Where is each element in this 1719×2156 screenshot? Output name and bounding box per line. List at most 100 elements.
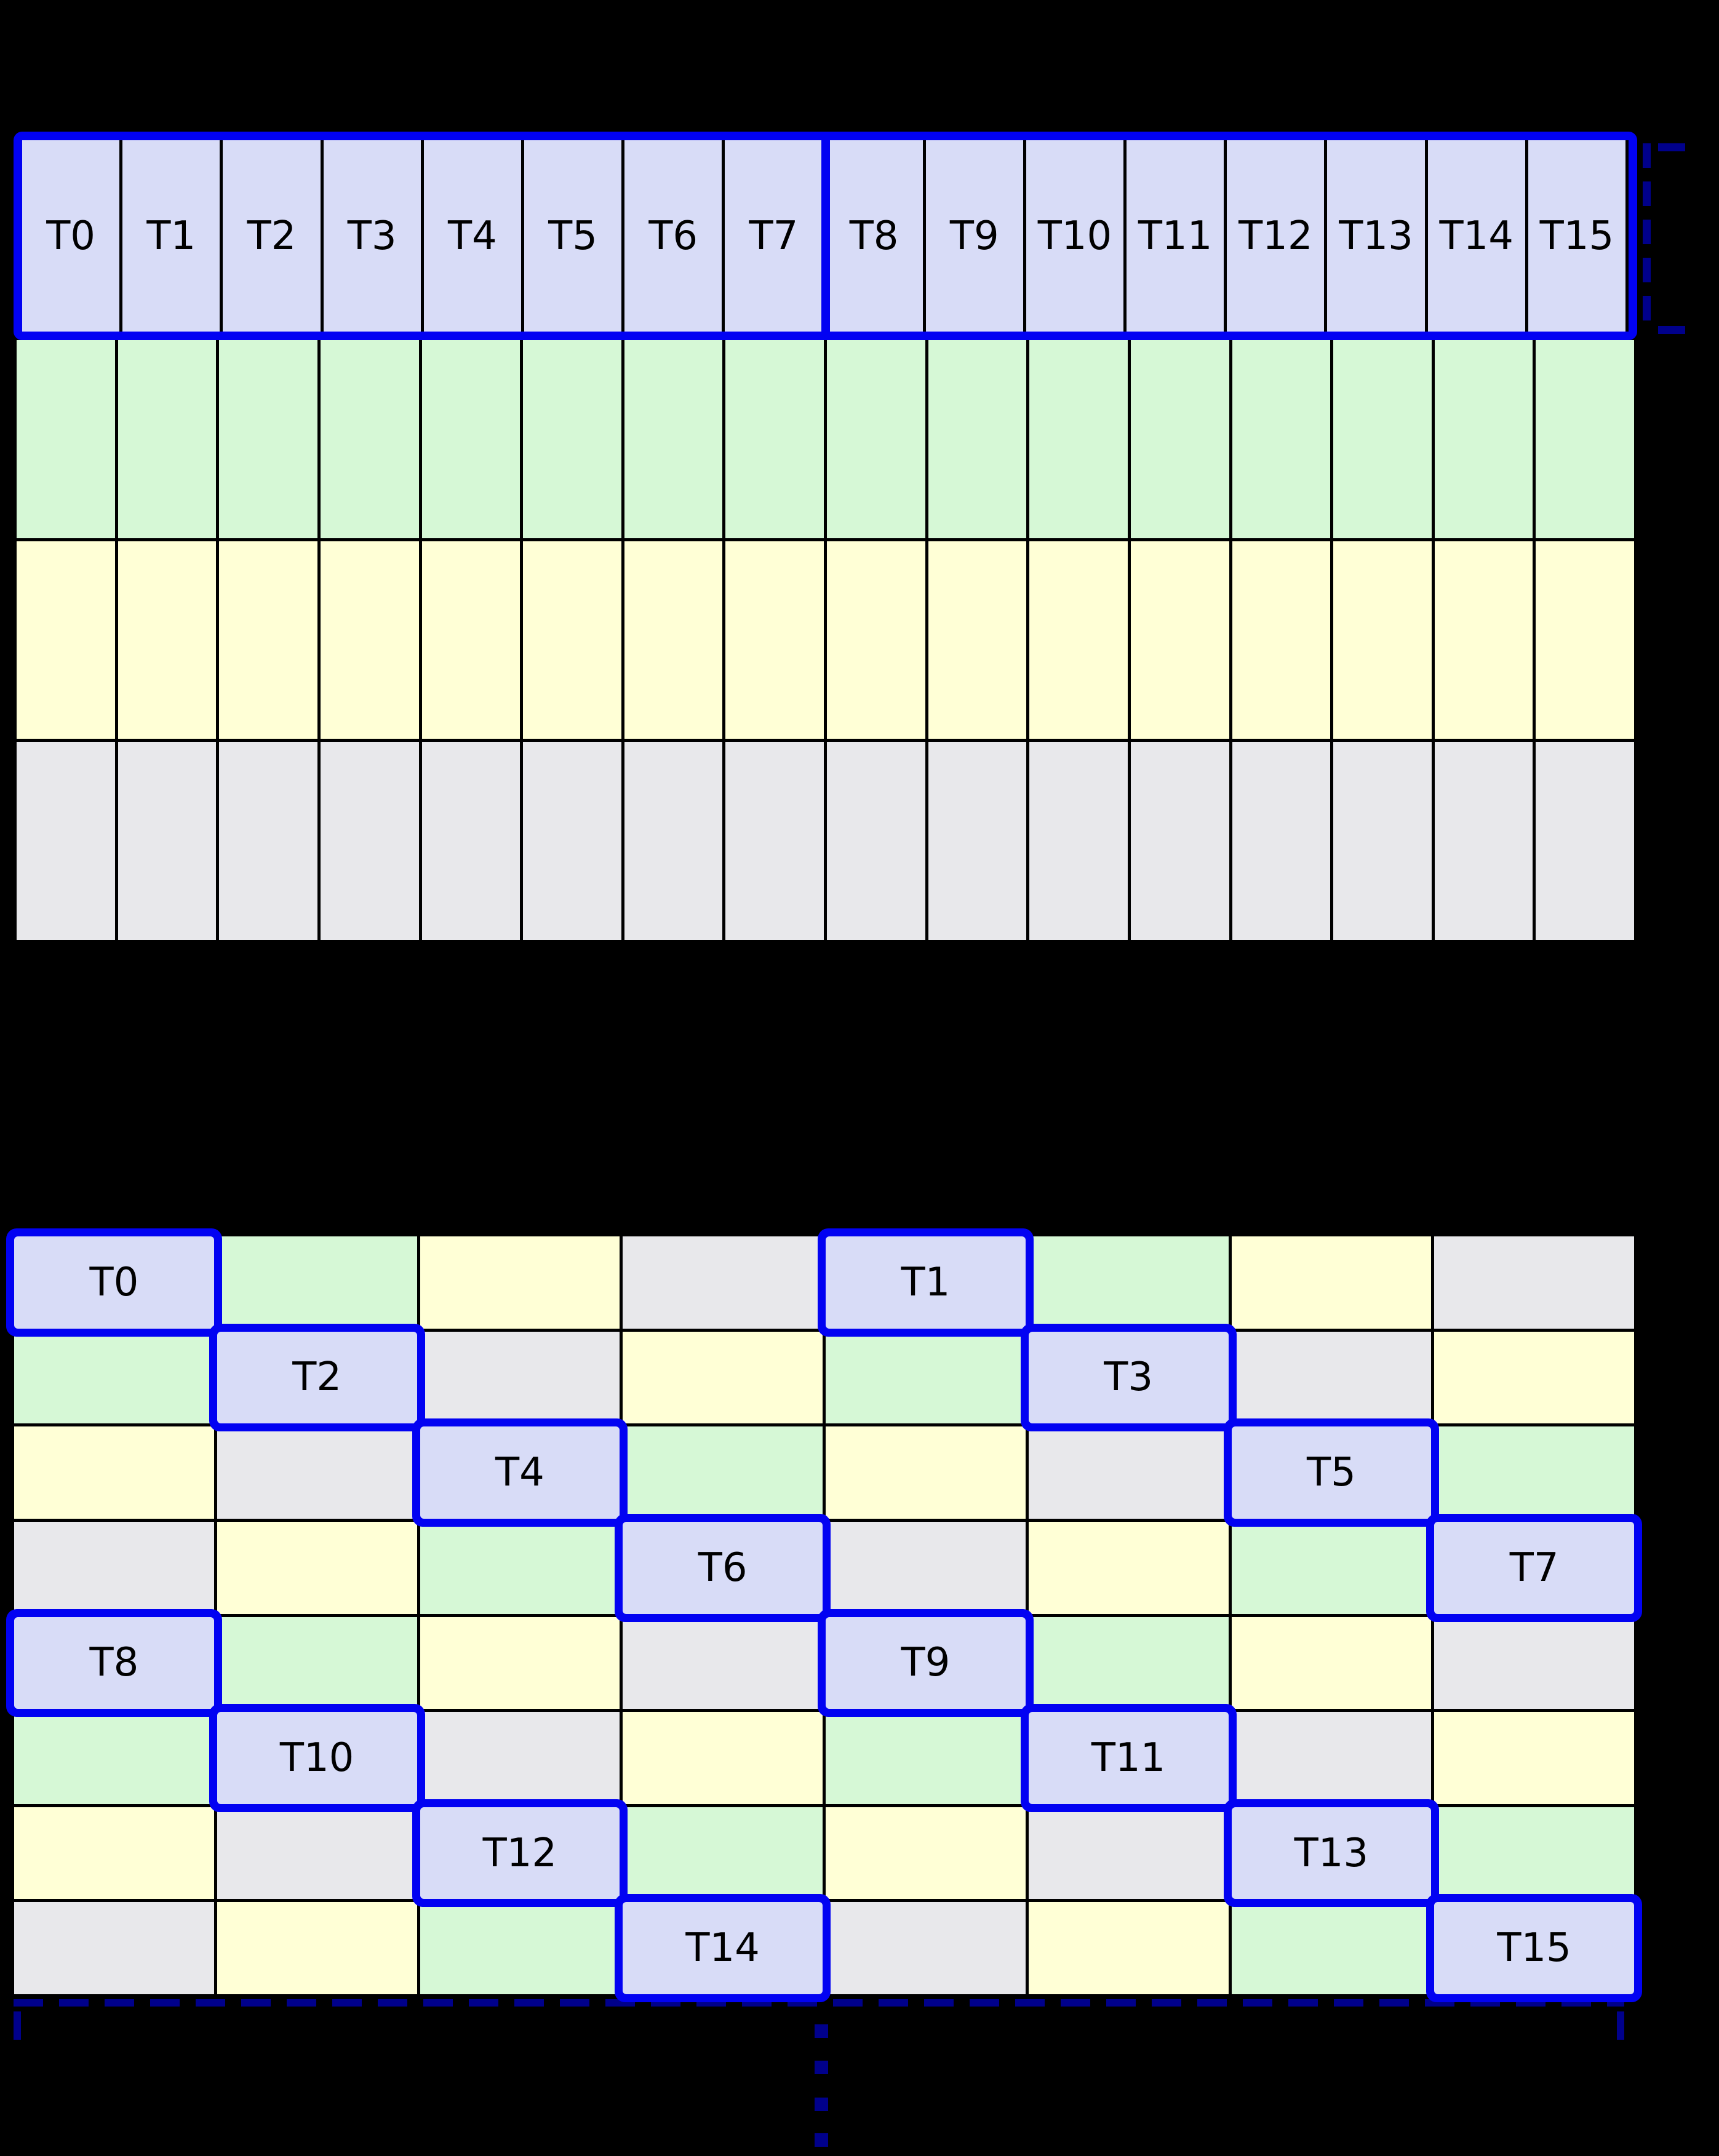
- memory-cell-green: [1130, 340, 1229, 538]
- memory-cell-yellow: [1232, 541, 1331, 739]
- memory-cell: [1231, 1617, 1432, 1709]
- memory-cell: [826, 1521, 1026, 1614]
- memory-cell: [420, 1617, 620, 1709]
- memory-cell-gray: [725, 742, 824, 940]
- memory-cell-green: [624, 340, 723, 538]
- memory-cell: [1028, 1902, 1229, 1994]
- memory-cell-green: [725, 340, 824, 538]
- memory-cell: [1231, 1712, 1432, 1804]
- thread-cell: T7: [1434, 1521, 1634, 1614]
- thread-cell: T11: [1127, 140, 1227, 332]
- memory-cell-green: [523, 340, 621, 538]
- memory-cell: [826, 1807, 1026, 1899]
- thread-cell: T14: [623, 1902, 823, 1994]
- header-bracket-icon: [1643, 143, 1651, 334]
- memory-cell-gray: [1130, 742, 1229, 940]
- vertical-ellipsis-icon: [815, 2024, 828, 2038]
- memory-cell-yellow: [1434, 541, 1533, 739]
- memory-cell-yellow: [1536, 541, 1634, 739]
- header-bracket-icon: [1651, 143, 1685, 151]
- memory-cell-yellow: [421, 541, 520, 739]
- memory-cell: [826, 1902, 1026, 1994]
- memory-cell: [826, 1426, 1026, 1519]
- thread-cell: T0: [14, 1236, 214, 1329]
- memory-cell: [1028, 1807, 1229, 1899]
- memory-cell-green: [1434, 340, 1533, 538]
- memory-cell: [1434, 1712, 1634, 1804]
- memory-cell: [14, 1807, 214, 1899]
- thread-cell: T12: [1227, 140, 1328, 332]
- thread-cell: T11: [1028, 1712, 1229, 1804]
- thread-cell: T15: [1434, 1902, 1634, 1994]
- memory-cell-green: [1536, 340, 1634, 538]
- memory-cell-yellow: [17, 541, 115, 739]
- memory-cell: [420, 1521, 620, 1614]
- memory-cell: [1434, 1236, 1634, 1329]
- memory-cell: [1231, 1331, 1432, 1424]
- memory-cell-yellow: [219, 541, 317, 739]
- memory-cell: [1434, 1807, 1634, 1899]
- memory-cell-green: [219, 340, 317, 538]
- memory-cell: [217, 1617, 417, 1709]
- memory-cell-green: [827, 340, 925, 538]
- memory-cell: [1231, 1902, 1432, 1994]
- memory-cell: [217, 1426, 417, 1519]
- memory-cell: [420, 1712, 620, 1804]
- memory-cell-gray: [928, 742, 1027, 940]
- memory-cell-gray: [1434, 742, 1533, 940]
- thread-cell: T4: [420, 1426, 620, 1519]
- memory-cell: [14, 1426, 214, 1519]
- bottom-bracket-tick-icon: [1617, 2011, 1624, 2040]
- thread-cell: T3: [1028, 1331, 1229, 1424]
- vertical-ellipsis-icon: [815, 2061, 828, 2074]
- thread-cell: T8: [14, 1617, 214, 1709]
- memory-cell-green: [17, 340, 115, 538]
- memory-cell: [1028, 1617, 1229, 1709]
- memory-cell-green: [1029, 340, 1128, 538]
- thread-cell: T5: [1231, 1426, 1432, 1519]
- thread-cell: T1: [122, 140, 223, 332]
- memory-cell-green: [1333, 340, 1432, 538]
- thread-cell: T9: [826, 1617, 1026, 1709]
- memory-cell-gray: [1333, 742, 1432, 940]
- memory-cell-yellow: [725, 541, 824, 739]
- memory-cell: [217, 1902, 417, 1994]
- thread-cell: T4: [424, 140, 524, 332]
- vertical-ellipsis-icon: [815, 2133, 828, 2147]
- warp-divider: [821, 140, 830, 332]
- memory-cell: [217, 1807, 417, 1899]
- memory-cell-gray: [1536, 742, 1634, 940]
- coalesced-access-grid: T0 T1 T2 T3 T4 T5 T6 T7 T8 T9 T10 T11 T12 T13 T14 T15: [14, 132, 1637, 943]
- memory-cell: [14, 1521, 214, 1614]
- memory-cell-yellow: [928, 541, 1027, 739]
- memory-cell: [623, 1807, 823, 1899]
- memory-cell: [420, 1236, 620, 1329]
- memory-cell-yellow: [827, 541, 925, 739]
- memory-cell: [1231, 1236, 1432, 1329]
- memory-cell-gray: [1232, 742, 1331, 940]
- thread-cell: T3: [324, 140, 424, 332]
- thread-cell: T5: [524, 140, 625, 332]
- bottom-bracket-tick-icon: [14, 2011, 21, 2040]
- vertical-ellipsis-icon: [815, 2098, 828, 2111]
- header-bracket-icon: [1651, 326, 1685, 334]
- memory-cell-gray: [624, 742, 723, 940]
- thread-cell: T7: [725, 140, 826, 332]
- thread-header-row: T0 T1 T2 T3 T4 T5 T6 T7 T8 T9 T10 T11 T12 T13 T14 T15: [14, 132, 1637, 340]
- thread-cell: T6: [624, 140, 725, 332]
- memory-cell-green: [928, 340, 1027, 538]
- memory-cell-yellow: [320, 541, 419, 739]
- memory-cell-green: [320, 340, 419, 538]
- memory-cell: [217, 1236, 417, 1329]
- memory-cell: [1028, 1426, 1229, 1519]
- memory-cell-green: [1232, 340, 1331, 538]
- memory-cell-gray: [17, 742, 115, 940]
- memory-cell: [1231, 1521, 1432, 1614]
- memory-cell-green: [118, 340, 217, 538]
- thread-cell: T14: [1428, 140, 1528, 332]
- memory-cell: [420, 1331, 620, 1424]
- memory-cell-yellow: [1333, 541, 1432, 739]
- memory-cell-gray: [421, 742, 520, 940]
- memory-cell-gray: [827, 742, 925, 940]
- bottom-bracket-icon: [14, 1999, 1624, 2007]
